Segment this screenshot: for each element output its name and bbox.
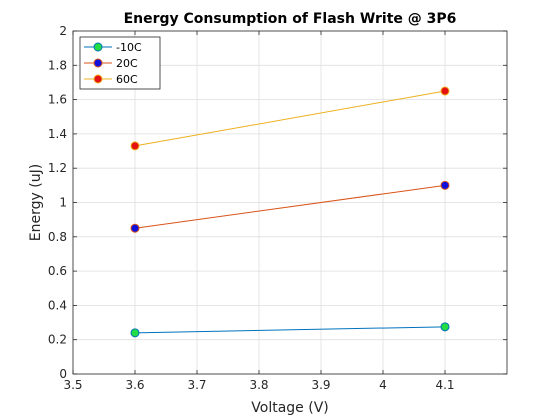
- x-tick-label: 3.8: [249, 378, 268, 392]
- y-tick-label: 1: [59, 196, 67, 210]
- y-tick-label: 1.6: [48, 93, 67, 107]
- x-axis-ticks: 3.5 3.6 3.7 3.8 3.9 4 4.1: [63, 31, 455, 392]
- series-line-0: [134, 326, 446, 334]
- y-tick-label: 2: [59, 24, 67, 38]
- plot-frame: [72, 30, 508, 375]
- y-tick-label: 0.4: [48, 298, 67, 312]
- x-tick-label: 4: [379, 378, 387, 392]
- data-point: [440, 180, 450, 190]
- x-tick-label: 3.9: [311, 378, 330, 392]
- x-axis-label: Voltage (V): [251, 400, 328, 416]
- series-line-2: [134, 90, 446, 147]
- data-point: [440, 86, 450, 96]
- y-tick-label: 1.4: [48, 127, 67, 141]
- data-point: [130, 223, 140, 233]
- x-tick-label: 3.7: [187, 378, 206, 392]
- data-point: [130, 328, 140, 338]
- legend-marker-2: [93, 74, 103, 84]
- legend-marker-1: [93, 58, 103, 68]
- legend-label-2: 60C: [116, 73, 138, 86]
- y-axis-label: Energy (uJ): [28, 164, 44, 241]
- x-tick-label: 4.1: [435, 378, 454, 392]
- y-tick-label: 1.8: [48, 58, 67, 72]
- data-point: [130, 141, 140, 151]
- legend-marker-0: [93, 42, 103, 52]
- y-tick-label: 1.2: [48, 161, 67, 175]
- data-point: [440, 322, 450, 332]
- y-tick-label: 0.6: [48, 264, 67, 278]
- y-tick-label: 0.2: [48, 333, 67, 347]
- legend: -10C 20C 60C: [79, 36, 161, 90]
- x-tick-label: 3.6: [125, 378, 144, 392]
- legend-label-0: -10C: [116, 41, 142, 54]
- series-line-1: [134, 184, 446, 229]
- x-tick-label: 3.5: [63, 378, 82, 392]
- legend-label-1: 20C: [116, 57, 138, 70]
- y-tick-label: 0: [59, 367, 67, 381]
- y-axis-ticks: 0 0.2 0.4 0.6 0.8 1 1.2 1.4 1.6 1.8 2: [48, 24, 507, 381]
- series-group: [130, 86, 450, 338]
- chart-title: Energy Consumption of Flash Write @ 3P6: [124, 11, 457, 27]
- y-tick-label: 0.8: [48, 230, 67, 244]
